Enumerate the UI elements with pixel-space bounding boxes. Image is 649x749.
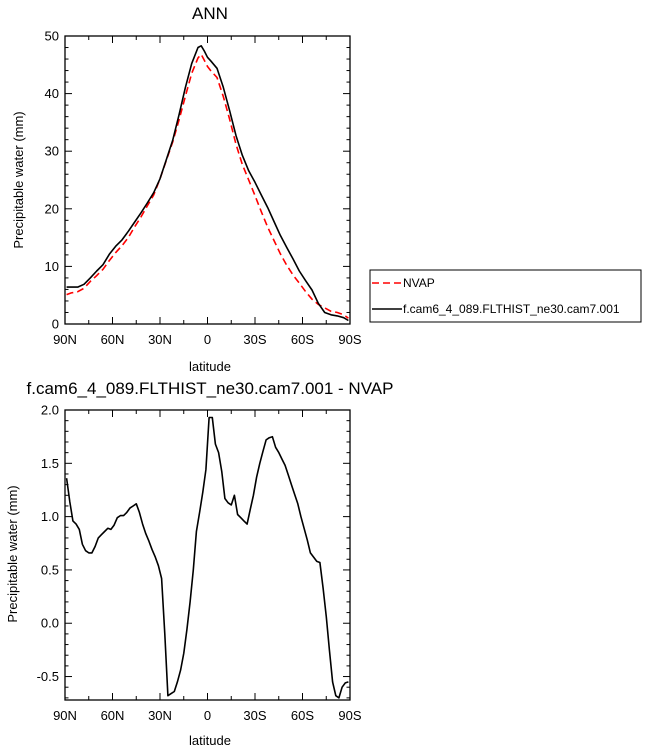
- legend-label-nvap: NVAP: [403, 276, 435, 290]
- bottom-x-tick-label: 60S: [291, 708, 314, 723]
- bottom-axes: 90N 60N 30N 0 30S 60S 90S -0.5 0.0 0.5 1.0 1.5 2.0: [37, 403, 362, 724]
- top-y-tick-label: 10: [45, 259, 59, 274]
- bottom-y-tick-label: 0.5: [41, 562, 59, 577]
- top-x-tick-label: 60S: [291, 332, 314, 347]
- legend-box: [369, 269, 642, 323]
- bottom-x-tick-label: 30S: [243, 708, 266, 723]
- top-x-tick-label: 90N: [53, 332, 77, 347]
- bottom-x-tick-label: 30N: [148, 708, 172, 723]
- top-plot-area: [66, 44, 349, 322]
- bottom-plot-area: [65, 416, 349, 699]
- bottom-chart-title: f.cam6_4_089.FLTHIST_ne30.cam7.001 - NVA…: [27, 379, 394, 398]
- top-y-tick-label: 0: [52, 317, 59, 332]
- top-axes: 90N 60N 30N 0 30S 60S 90S 0 10 20 30 40 50: [45, 29, 362, 348]
- bottom-y-tick-label: 0.0: [41, 616, 59, 631]
- top-panel: ANN latitude Precipitable water (mm) 90N…: [11, 4, 362, 374]
- bottom-y-axis-label: Precipitable water (mm): [5, 485, 20, 622]
- top-y-tick-label: 50: [45, 29, 59, 44]
- bottom-x-tick-label: 60N: [101, 708, 125, 723]
- legend: NVAP f.cam6_4_089.FLTHIST_ne30.cam7.001: [369, 269, 642, 323]
- bottom-y-tick-label: -0.5: [37, 669, 59, 684]
- top-x-tick-label: 90S: [338, 332, 361, 347]
- top-y-tick-label: 20: [45, 201, 59, 216]
- top-y-axis-label: Precipitable water (mm): [11, 111, 26, 248]
- top-series-line-0: [66, 53, 349, 319]
- top-y-tick-label: 40: [45, 86, 59, 101]
- top-x-axis-label: latitude: [189, 359, 231, 374]
- top-y-tick-label: 30: [45, 144, 59, 159]
- bottom-series-line-0: [65, 416, 349, 699]
- top-axes-frame: [64, 35, 351, 325]
- top-x-tick-label: 30N: [148, 332, 172, 347]
- top-chart-title: ANN: [192, 4, 228, 23]
- bottom-y-tick-label: 2.0: [41, 403, 59, 418]
- bottom-y-tick-label: 1.5: [41, 456, 59, 471]
- bottom-x-tick-label: 90N: [53, 708, 77, 723]
- top-x-tick-label: 0: [204, 332, 211, 347]
- top-x-tick-label: 30S: [243, 332, 266, 347]
- top-series-line-1: [66, 44, 349, 322]
- bottom-panel: f.cam6_4_089.FLTHIST_ne30.cam7.001 - NVA…: [5, 379, 393, 748]
- legend-label-model: f.cam6_4_089.FLTHIST_ne30.cam7.001: [403, 302, 620, 316]
- bottom-x-axis-label: latitude: [189, 733, 231, 748]
- bottom-x-tick-label: 90S: [338, 708, 361, 723]
- top-x-tick-label: 60N: [101, 332, 125, 347]
- bottom-y-tick-label: 1.0: [41, 509, 59, 524]
- bottom-x-tick-label: 0: [204, 708, 211, 723]
